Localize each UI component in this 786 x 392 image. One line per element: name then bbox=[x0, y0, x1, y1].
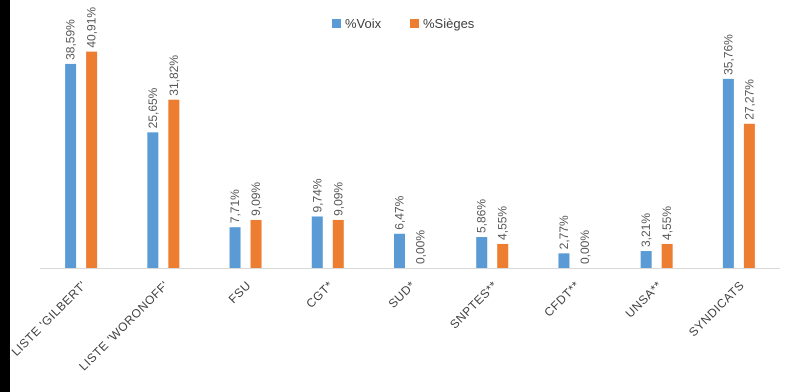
data-label-series1-6: 5,86% bbox=[475, 199, 489, 233]
bar-series2-3 bbox=[250, 219, 262, 268]
bar-series1-6 bbox=[476, 237, 488, 268]
data-label-series2-6: 4,55% bbox=[496, 206, 510, 240]
bar-series2-8 bbox=[661, 243, 673, 268]
category-label-9: SYNDICATS bbox=[686, 278, 747, 339]
category-label-6: SNPTES** bbox=[447, 278, 500, 331]
category-label-1: LISTE 'GILBERT' bbox=[10, 278, 89, 359]
bar-series2-6 bbox=[497, 243, 509, 268]
data-label-series2-2: 31,82% bbox=[167, 55, 181, 96]
bar-series1-8 bbox=[640, 251, 652, 268]
data-label-series2-8: 4,55% bbox=[660, 206, 674, 240]
legend-swatch-1 bbox=[332, 19, 341, 28]
data-label-series1-1: 38,59% bbox=[64, 19, 78, 60]
category-label-8: UNSA** bbox=[623, 278, 665, 320]
data-label-series2-9: 27,27% bbox=[742, 79, 756, 120]
data-label-series1-8: 3,21% bbox=[639, 213, 653, 247]
bar-series1-1 bbox=[65, 63, 77, 268]
data-label-series2-7: 0,00% bbox=[578, 230, 592, 264]
data-label-series2-5: 0,00% bbox=[414, 230, 428, 264]
bar-series1-5 bbox=[394, 233, 405, 268]
bar-chart: %Voix %Sièges 38,59% 40,91% LISTE 'GILBERT' 2… bbox=[10, 7, 780, 373]
data-label-series1-7: 2,77% bbox=[557, 215, 571, 249]
data-label-series1-5: 6,47% bbox=[393, 195, 407, 229]
bar-series1-2 bbox=[147, 132, 159, 268]
bar-series2-9 bbox=[743, 123, 755, 268]
bar-series2-1 bbox=[86, 51, 98, 268]
category-label-2: LISTE 'WORONOFF' bbox=[76, 278, 171, 373]
legend-label-2: %Sièges bbox=[423, 16, 475, 31]
data-label-series1-2: 25,65% bbox=[146, 87, 160, 128]
legend-swatch-2 bbox=[410, 19, 419, 28]
bar-series2-4 bbox=[332, 219, 344, 268]
data-label-series1-3: 7,71% bbox=[228, 189, 242, 223]
bar-series1-9 bbox=[722, 78, 734, 269]
bar-series2-2 bbox=[168, 99, 180, 269]
category-label-4: CGT* bbox=[303, 278, 336, 311]
category-label-5: SUD* bbox=[386, 278, 419, 311]
data-label-series1-4: 9,74% bbox=[310, 178, 324, 212]
bar-series1-4 bbox=[311, 216, 323, 268]
data-label-series2-4: 9,09% bbox=[331, 182, 345, 216]
bar-series1-3 bbox=[229, 227, 241, 268]
data-label-series1-9: 35,76% bbox=[721, 34, 735, 75]
category-label-7: CFDT** bbox=[541, 278, 582, 319]
data-label-series2-1: 40,91% bbox=[85, 7, 99, 48]
legend-label-1: %Voix bbox=[345, 16, 382, 31]
data-label-series2-3: 9,09% bbox=[249, 182, 263, 216]
bar-series1-7 bbox=[558, 253, 570, 268]
chart-area: %Voix %Sièges 38,59% 40,91% LISTE 'GILBERT' 2… bbox=[10, 0, 786, 392]
category-label-3: FSU bbox=[226, 278, 254, 306]
